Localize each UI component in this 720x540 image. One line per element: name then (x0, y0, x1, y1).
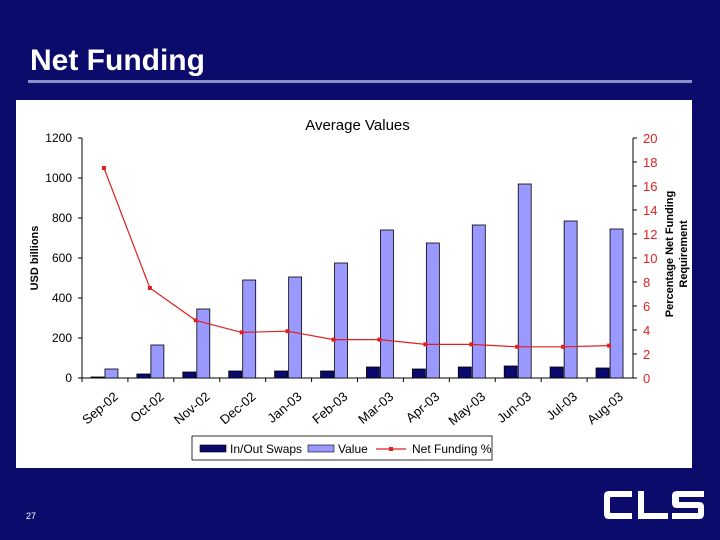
line-point-net-funding (561, 344, 566, 349)
x-tick-label: Feb-03 (309, 389, 350, 427)
x-tick-label: Nov-02 (171, 389, 213, 427)
bar-in-out-swaps (90, 376, 105, 379)
cls-logo-mark (604, 491, 704, 519)
y2-tick-label: 4 (643, 323, 650, 338)
legend-label-value: Value (338, 442, 368, 456)
title-divider (28, 80, 692, 83)
y2-tick-label: 2 (643, 347, 650, 362)
y2-tick-label: 10 (643, 251, 657, 266)
line-point-net-funding (101, 166, 106, 170)
bar-value (563, 220, 578, 379)
y-tick-label: 1000 (45, 171, 72, 185)
legend-label-swaps: In/Out Swaps (230, 442, 302, 456)
cls-logo (604, 491, 704, 519)
line-point-net-funding (515, 344, 520, 349)
line-point-net-funding (193, 318, 198, 323)
bar-in-out-swaps (457, 366, 472, 379)
line-point-net-funding (607, 343, 612, 348)
line-point-net-funding (239, 330, 244, 335)
y-axis-label: USD billions (29, 226, 41, 291)
line-point-net-funding (285, 329, 290, 334)
y2-tick-label: 0 (643, 371, 650, 386)
legend-box (191, 435, 493, 461)
line-point-net-funding (377, 337, 382, 342)
page-number: 27 (26, 511, 37, 521)
bar-in-out-swaps (595, 367, 610, 379)
bar-value (471, 224, 486, 379)
y2-tick-label: 6 (643, 299, 650, 314)
bar-in-out-swaps (136, 373, 151, 379)
legend-label-net-funding: Net Funding % (412, 442, 492, 456)
bar-value (517, 183, 532, 379)
bar-value (334, 262, 348, 379)
bar-in-out-swaps (411, 368, 426, 379)
y-tick-label: 0 (65, 371, 72, 385)
y-tick-label: 200 (52, 331, 72, 345)
legend-swatch-value (307, 444, 335, 453)
y2-tick-label: 16 (643, 179, 657, 194)
line-point-net-funding (423, 342, 428, 347)
x-tick-label: Jul-03 (543, 389, 580, 423)
y2-tick-label: 18 (643, 155, 657, 170)
bar-value (242, 279, 257, 379)
bar-value (380, 229, 394, 379)
y2-tick-label: 8 (643, 275, 650, 290)
y2-axis-label-line1: Percentage Net Funding (664, 191, 676, 318)
bar-value (288, 276, 303, 379)
chart: Average Values 0 200 400 600 800 1000 1200 0 2 4 6 8… (29, 117, 690, 461)
bar-in-out-swaps (320, 370, 334, 379)
bar-in-out-swaps (274, 370, 289, 379)
line-point-net-funding (147, 286, 152, 290)
bar-value (425, 242, 440, 379)
x-tick-label: Aug-03 (584, 389, 626, 427)
slide-title: Net Funding (30, 44, 205, 77)
y2-tick-label: 14 (643, 203, 657, 218)
line-net-funding (103, 167, 610, 348)
y-tick-label: 1200 (45, 131, 72, 145)
x-tick-label: Oct-02 (127, 389, 167, 426)
chart-panel: Average Values 0 200 400 600 800 1000 1200 0 2 4 6 8… (16, 100, 692, 468)
bar-in-out-swaps (182, 371, 197, 379)
bar-in-out-swaps (549, 366, 564, 379)
bar-in-out-swaps (366, 366, 380, 379)
line-point-net-funding (469, 342, 474, 347)
bar-value (196, 308, 211, 379)
legend-swatch-swaps (199, 444, 227, 453)
line-point-net-funding (331, 337, 336, 342)
x-tick-label: Jan-03 (264, 389, 304, 426)
x-tick-label: Sep-02 (79, 389, 121, 427)
y-tick-label: 400 (52, 291, 72, 305)
bar-value (609, 228, 624, 379)
x-tick-label: Dec-02 (217, 389, 259, 427)
legend-marker-net-funding (389, 447, 393, 451)
y2-tick-label: 20 (643, 131, 657, 146)
y2-axis-label-line2: Requirement (678, 220, 690, 288)
bar-in-out-swaps (228, 370, 243, 379)
bar-value (150, 344, 165, 379)
bar-in-out-swaps (503, 365, 518, 379)
x-tick-label: May-03 (445, 389, 488, 428)
x-tick-label: Mar-03 (355, 389, 396, 427)
bar-value (104, 368, 119, 379)
x-tick-label: Jun-03 (494, 389, 534, 426)
x-tick-label: Apr-03 (403, 389, 443, 426)
y-tick-label: 600 (52, 251, 72, 265)
y-tick-label: 800 (52, 211, 72, 225)
chart-title: Average Values (305, 117, 410, 134)
y2-tick-label: 12 (643, 227, 657, 242)
